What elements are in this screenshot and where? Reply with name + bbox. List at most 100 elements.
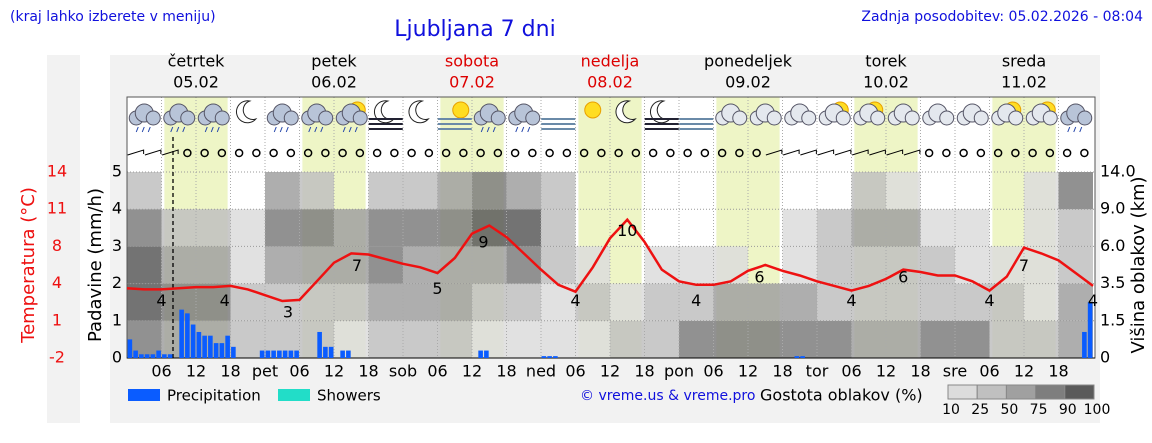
x-tick-label: tor <box>806 362 829 381</box>
cloud-cell <box>955 283 990 321</box>
precip-bar <box>127 339 133 358</box>
day-name: torek <box>865 52 907 71</box>
icon-part <box>318 110 334 126</box>
cloud-cell <box>541 209 576 247</box>
icon-part <box>480 126 484 133</box>
weather-icon <box>887 103 920 126</box>
day-date: 06.02 <box>311 73 357 92</box>
cloud-cell <box>920 283 955 321</box>
cloud-cell <box>334 283 369 321</box>
cloud-cell <box>679 283 714 321</box>
wind-calm <box>717 148 727 158</box>
cloud-cell <box>1058 283 1093 321</box>
x-tick-label: 06 <box>841 362 861 381</box>
icon-part <box>235 100 258 124</box>
wind-calm <box>390 148 399 158</box>
cloud-cell <box>334 209 369 247</box>
day-date: 09.02 <box>725 73 771 92</box>
cloud-cell <box>610 283 645 321</box>
temp-axis-label: Temperatura (°C) <box>18 187 39 344</box>
precip-bar <box>328 346 334 358</box>
cloud-cell <box>817 209 852 247</box>
cloud-cell <box>1058 172 1093 210</box>
density-swatch <box>1005 384 1037 400</box>
icon-part <box>182 126 186 133</box>
icon-part <box>649 100 672 124</box>
icon-part <box>279 126 283 133</box>
menu-note: (kraj lahko izberete v meniju) <box>10 9 216 25</box>
icon-part <box>210 126 214 133</box>
cloud-cell <box>679 246 714 284</box>
icon-part <box>904 110 920 126</box>
weather-icon <box>749 103 782 126</box>
y-tick-label: 4 <box>112 199 122 218</box>
cloud-cell <box>472 246 507 284</box>
icon-part <box>216 126 220 133</box>
cloud-cell <box>265 246 300 284</box>
cloud-cell <box>161 246 196 284</box>
cloud-cell <box>299 320 334 358</box>
cloud-cell <box>127 172 162 210</box>
precip-bar <box>317 331 322 358</box>
cloud-cell <box>334 320 369 358</box>
weather-icon <box>853 101 886 126</box>
legend-label: Precipitation <box>167 387 261 405</box>
precip-bar <box>225 335 230 358</box>
icon-part <box>141 126 145 133</box>
wind-calm <box>355 148 365 158</box>
cloud-cell <box>886 283 921 321</box>
weather-icon <box>584 101 602 119</box>
day-date: 07.02 <box>449 73 495 92</box>
temp-axis-bg <box>47 55 80 423</box>
y2-axis-label: Višina oblakov (km) <box>1128 176 1149 353</box>
cloud-cell <box>230 320 265 358</box>
cloud-cell <box>506 172 541 210</box>
x-tick-label: 12 <box>738 362 758 381</box>
cloud-cell <box>610 320 645 358</box>
y2-tick-label: 14.0 <box>1100 162 1136 181</box>
icon-part <box>1042 110 1058 126</box>
wind-calm <box>183 148 192 158</box>
cloud-cell <box>1024 320 1059 358</box>
cloud-cell <box>472 209 507 247</box>
precip-bar <box>323 346 328 358</box>
wind-calm <box>562 148 572 158</box>
wind-calm <box>303 148 313 158</box>
cloud-cell <box>230 246 265 284</box>
wind-calm <box>752 148 761 158</box>
x-tick-label: 18 <box>496 362 516 381</box>
cloud-cell <box>1024 172 1059 210</box>
temp-tick-label: 4 <box>52 273 62 292</box>
icon-part <box>486 126 490 133</box>
weather-icon <box>1025 101 1058 126</box>
weather-icon <box>1060 103 1093 133</box>
precip-bar <box>484 350 489 358</box>
icon-part <box>352 110 368 126</box>
cloud-cell <box>920 209 955 247</box>
cloud-cell <box>161 209 196 247</box>
day-name: sreda <box>1002 52 1046 71</box>
precip-bar <box>185 313 190 358</box>
icon-part <box>348 126 352 133</box>
wind-calm <box>1080 148 1089 158</box>
precip-bar <box>271 350 276 358</box>
cloud-cell <box>1024 209 1059 247</box>
icon-part <box>1008 110 1024 126</box>
cloud-cell <box>886 209 921 247</box>
x-tick-label: 06 <box>703 362 723 381</box>
cloud-cell <box>886 320 921 358</box>
precip-bar <box>156 350 161 358</box>
legend-label: Showers <box>317 387 381 405</box>
cloud-cell <box>886 246 921 284</box>
wind-calm <box>493 148 503 158</box>
precip-bar <box>196 331 202 358</box>
cloud-cell <box>575 283 610 321</box>
cloud-cell <box>955 209 990 247</box>
cloud-cell <box>989 320 1024 358</box>
cloud-cell <box>851 246 886 284</box>
wind-barb <box>886 149 904 156</box>
precip-bar <box>288 350 294 358</box>
day-name: nedelja <box>581 52 640 71</box>
wind-calm <box>631 148 641 158</box>
cloud-cell <box>230 209 265 247</box>
